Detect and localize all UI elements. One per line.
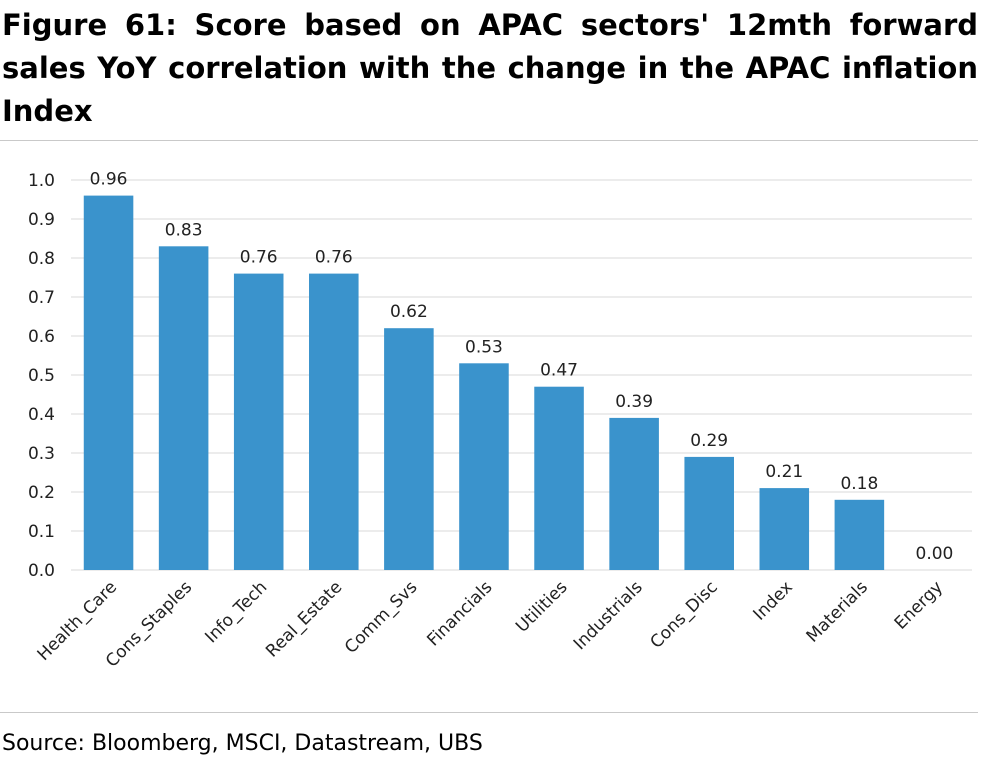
bar-cons-staples [158, 246, 209, 571]
y-tick-label: 0.0 [28, 561, 55, 581]
x-tick-label: Materials [803, 577, 872, 646]
title-divider [0, 140, 978, 141]
x-tick-label: Cons_Disc [646, 577, 721, 652]
y-tick-label: 0.4 [28, 405, 55, 425]
data-label: 0.76 [315, 248, 353, 268]
y-tick-label: 0.9 [28, 210, 55, 230]
x-tick-label: Info_Tech [201, 577, 271, 647]
data-label: 0.21 [765, 462, 803, 482]
figure-title: Figure 61: Score based on APAC sectors' … [2, 8, 978, 128]
x-tick-label: Real_Estate [262, 577, 346, 661]
x-tick-label: Utilities [512, 577, 571, 636]
x-tick-label: Index [750, 577, 797, 624]
data-label: 0.53 [465, 337, 503, 357]
data-label: 0.47 [540, 361, 578, 381]
data-labels: 0.96 0.83 0.76 0.76 0.62 0.53 0.47 0.39 0.29 0.21… [90, 170, 954, 564]
y-tick-label: 0.5 [28, 366, 55, 386]
source-note: Source: Bloomberg, MSCI, Datastream, UBS [2, 731, 483, 756]
y-tick-label: 0.7 [28, 288, 55, 308]
x-tick-label: Comm_Svs [341, 577, 421, 657]
x-tick-label: Financials [423, 577, 496, 650]
data-label: 0.39 [615, 392, 653, 412]
bar-comm-svs [384, 328, 434, 570]
bar-utilities [534, 386, 584, 570]
y-tick-label: 0.2 [28, 483, 55, 503]
bar-index [759, 488, 810, 570]
x-tick-label: Energy [891, 577, 947, 633]
bar-materials [834, 499, 885, 570]
data-label: 0.18 [840, 474, 878, 494]
bar-industrials [609, 417, 659, 570]
gridlines [71, 179, 972, 571]
bar-financials [459, 363, 509, 570]
data-label: 0.00 [916, 544, 954, 564]
bar-real-estate [309, 273, 359, 570]
x-tick-label: Industrials [570, 577, 647, 654]
y-tick-label: 0.3 [28, 444, 55, 464]
y-tick-label: 0.1 [28, 522, 55, 542]
data-label: 0.96 [90, 170, 128, 190]
data-label: 0.62 [390, 302, 428, 322]
y-tick-label: 0.8 [28, 249, 55, 269]
data-label: 0.83 [165, 220, 203, 240]
source-divider [0, 712, 978, 713]
y-tick-label: 0.6 [28, 327, 55, 347]
bar-info-tech [233, 273, 284, 570]
y-axis-ticks: 0.0 0.1 0.2 0.3 0.4 0.5 0.6 0.7 0.8 0.9 1.0 [28, 171, 55, 581]
data-label: 0.76 [240, 248, 278, 268]
bar-health-care [83, 195, 134, 570]
bars [83, 195, 885, 571]
bar-chart: 0.00.10.20.30.40.50.60.70.80.91.0 0.960.… [28, 170, 972, 672]
bar-cons-disc [684, 456, 734, 570]
data-label: 0.29 [690, 431, 728, 451]
y-tick-label: 1.0 [28, 171, 55, 191]
